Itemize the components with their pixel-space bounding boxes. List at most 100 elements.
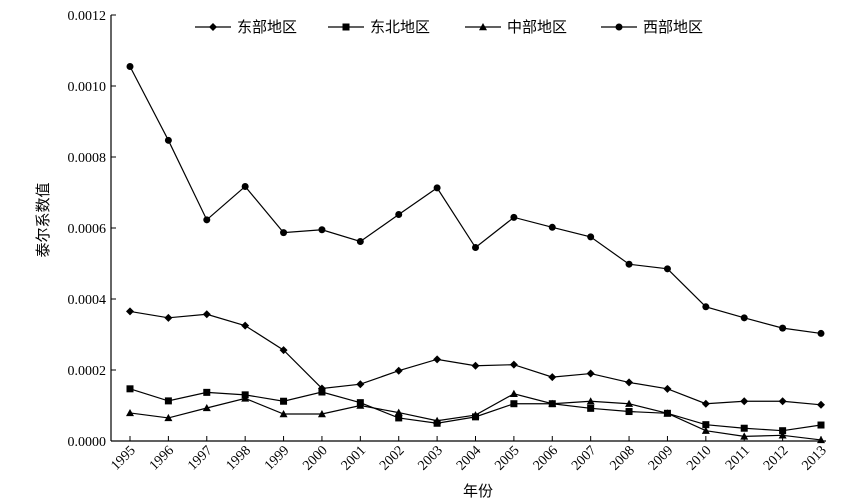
legend: 东部地区 东北地区 中部地区 西部地区 (195, 18, 703, 36)
data-point (164, 413, 173, 422)
data-point (395, 414, 403, 422)
x-tick-label: 1999 (262, 443, 292, 473)
x-tick-label: 2007 (569, 443, 599, 473)
legend-marker (479, 23, 487, 31)
y-tick-label: 0.0010 (68, 80, 107, 95)
y-tick-label: 0.0000 (68, 435, 107, 450)
y-axis-ticks: 0.0000 0.0002 0.0004 0.0006 0.0008 0.0010 0.00… (68, 9, 116, 450)
data-point (126, 62, 134, 70)
data-point (394, 366, 403, 375)
data-point (702, 303, 710, 311)
data-point (740, 397, 749, 406)
data-point (317, 410, 326, 418)
y-tick-label: 0.0004 (68, 293, 107, 308)
x-tick-label: 2008 (607, 443, 637, 473)
y-tick-label: 0.0008 (68, 151, 107, 166)
data-point (280, 397, 288, 405)
legend-item-2: 东北地区 (328, 18, 430, 36)
x-tick-label: 2013 (799, 443, 829, 473)
data-point (318, 388, 326, 396)
data-point (779, 324, 787, 332)
data-point (548, 399, 557, 407)
data-point (126, 408, 134, 417)
x-tick-label: 2004 (454, 443, 484, 473)
data-point (280, 229, 288, 237)
data-point (740, 424, 748, 432)
data-point (510, 213, 518, 221)
legend-marker (615, 23, 623, 31)
data-point (356, 237, 364, 245)
y-tick-label: 0.0002 (68, 364, 107, 379)
data-point (663, 384, 672, 393)
data-point (164, 313, 173, 322)
x-tick-label: 2001 (339, 443, 369, 473)
x-axis-title: 年份 (463, 482, 493, 500)
data-point (241, 394, 250, 402)
data-point (663, 265, 671, 273)
data-point (740, 314, 748, 322)
data-point (164, 136, 172, 144)
data-point (471, 411, 480, 419)
axes (110, 15, 826, 442)
series-3 (126, 389, 825, 444)
data-point (203, 216, 211, 224)
data-point (202, 403, 211, 412)
data-point (433, 184, 441, 192)
data-point (356, 401, 365, 409)
x-tick-label: 2000 (300, 443, 330, 473)
data-point (625, 260, 633, 268)
data-point (663, 409, 672, 417)
data-point (625, 408, 633, 416)
data-point (701, 399, 710, 408)
y-tick-label: 0.0006 (68, 222, 107, 237)
data-point (817, 421, 825, 429)
y-axis-title: 泰尔系数值 (34, 182, 52, 257)
data-point (817, 435, 825, 444)
x-tick-label: 1996 (147, 443, 177, 473)
data-point (471, 361, 480, 370)
legend-item-4: 西部地区 (601, 18, 703, 36)
data-point (126, 385, 134, 393)
x-tick-label: 1998 (224, 443, 254, 473)
data-point (625, 378, 634, 387)
data-point (164, 397, 172, 405)
data-point (702, 421, 710, 429)
series-line (129, 310, 822, 406)
y-tick-label: 0.0012 (68, 9, 107, 24)
data-point (433, 355, 442, 364)
data-point (279, 410, 288, 418)
data-point (433, 416, 442, 424)
legend-item-1: 东部地区 (195, 18, 297, 36)
data-point (509, 389, 518, 397)
x-tick-label: 2003 (416, 443, 446, 473)
data-point (587, 404, 595, 412)
series-2 (126, 385, 825, 435)
legend-label: 东部地区 (237, 18, 297, 36)
data-point (126, 307, 134, 316)
x-tick-label: 1995 (108, 443, 138, 473)
x-tick-label: 2012 (761, 443, 791, 473)
data-point (778, 397, 787, 406)
data-point (779, 427, 787, 435)
legend-label: 中部地区 (507, 18, 567, 36)
data-point (394, 408, 403, 416)
legend-label: 东北地区 (370, 18, 430, 36)
x-tick-label: 1997 (185, 443, 215, 473)
x-tick-label: 2009 (646, 443, 676, 473)
data-point (586, 369, 595, 378)
data-point (472, 244, 479, 252)
data-point (625, 399, 634, 407)
data-point (778, 431, 787, 439)
legend-label: 西部地区 (643, 18, 703, 36)
data-point (586, 397, 595, 405)
data-point (509, 360, 518, 369)
series-layer (126, 62, 825, 444)
data-point (817, 400, 825, 409)
data-point (318, 226, 326, 234)
data-point (817, 329, 825, 337)
data-point (279, 346, 288, 355)
series-line (129, 66, 822, 335)
series-line (129, 388, 822, 432)
data-point (701, 426, 710, 434)
data-point (202, 310, 211, 319)
